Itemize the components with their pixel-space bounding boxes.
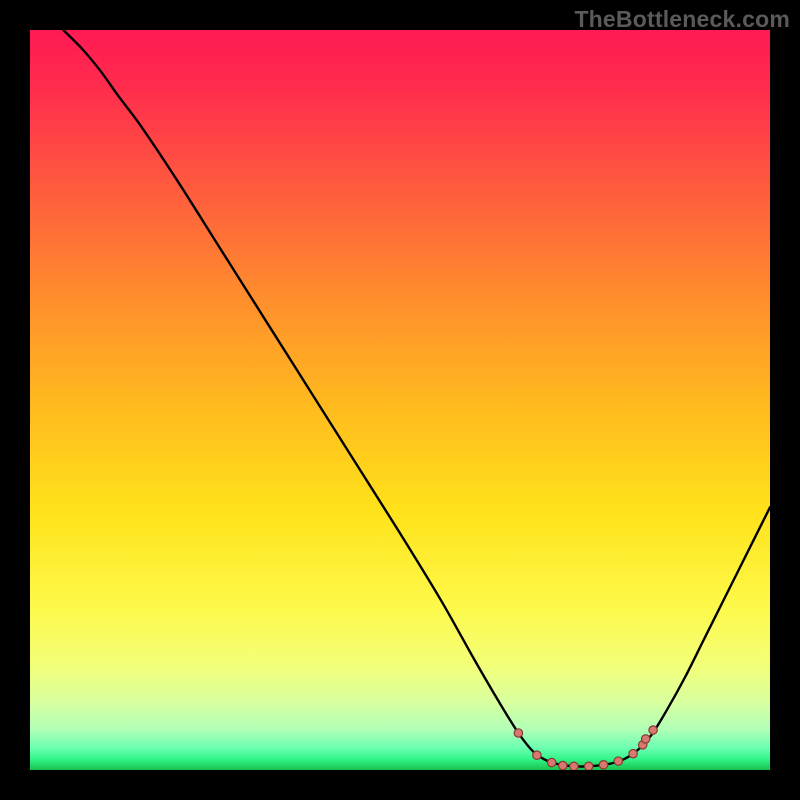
marker-point (599, 761, 607, 769)
marker-point (548, 758, 556, 766)
chart-svg (30, 30, 770, 770)
marker-point (614, 757, 622, 765)
marker-point (570, 762, 578, 770)
watermark-text: TheBottleneck.com (574, 6, 790, 33)
plot-area (30, 30, 770, 770)
marker-point (533, 751, 541, 759)
marker-point (514, 729, 522, 737)
gradient-rect (30, 30, 770, 770)
chart-frame: { "watermark": { "text": "TheBottleneck.… (0, 0, 800, 800)
marker-point (649, 726, 657, 734)
marker-point (585, 762, 593, 770)
marker-point (559, 761, 567, 769)
marker-point (641, 735, 649, 743)
marker-point (629, 750, 637, 758)
